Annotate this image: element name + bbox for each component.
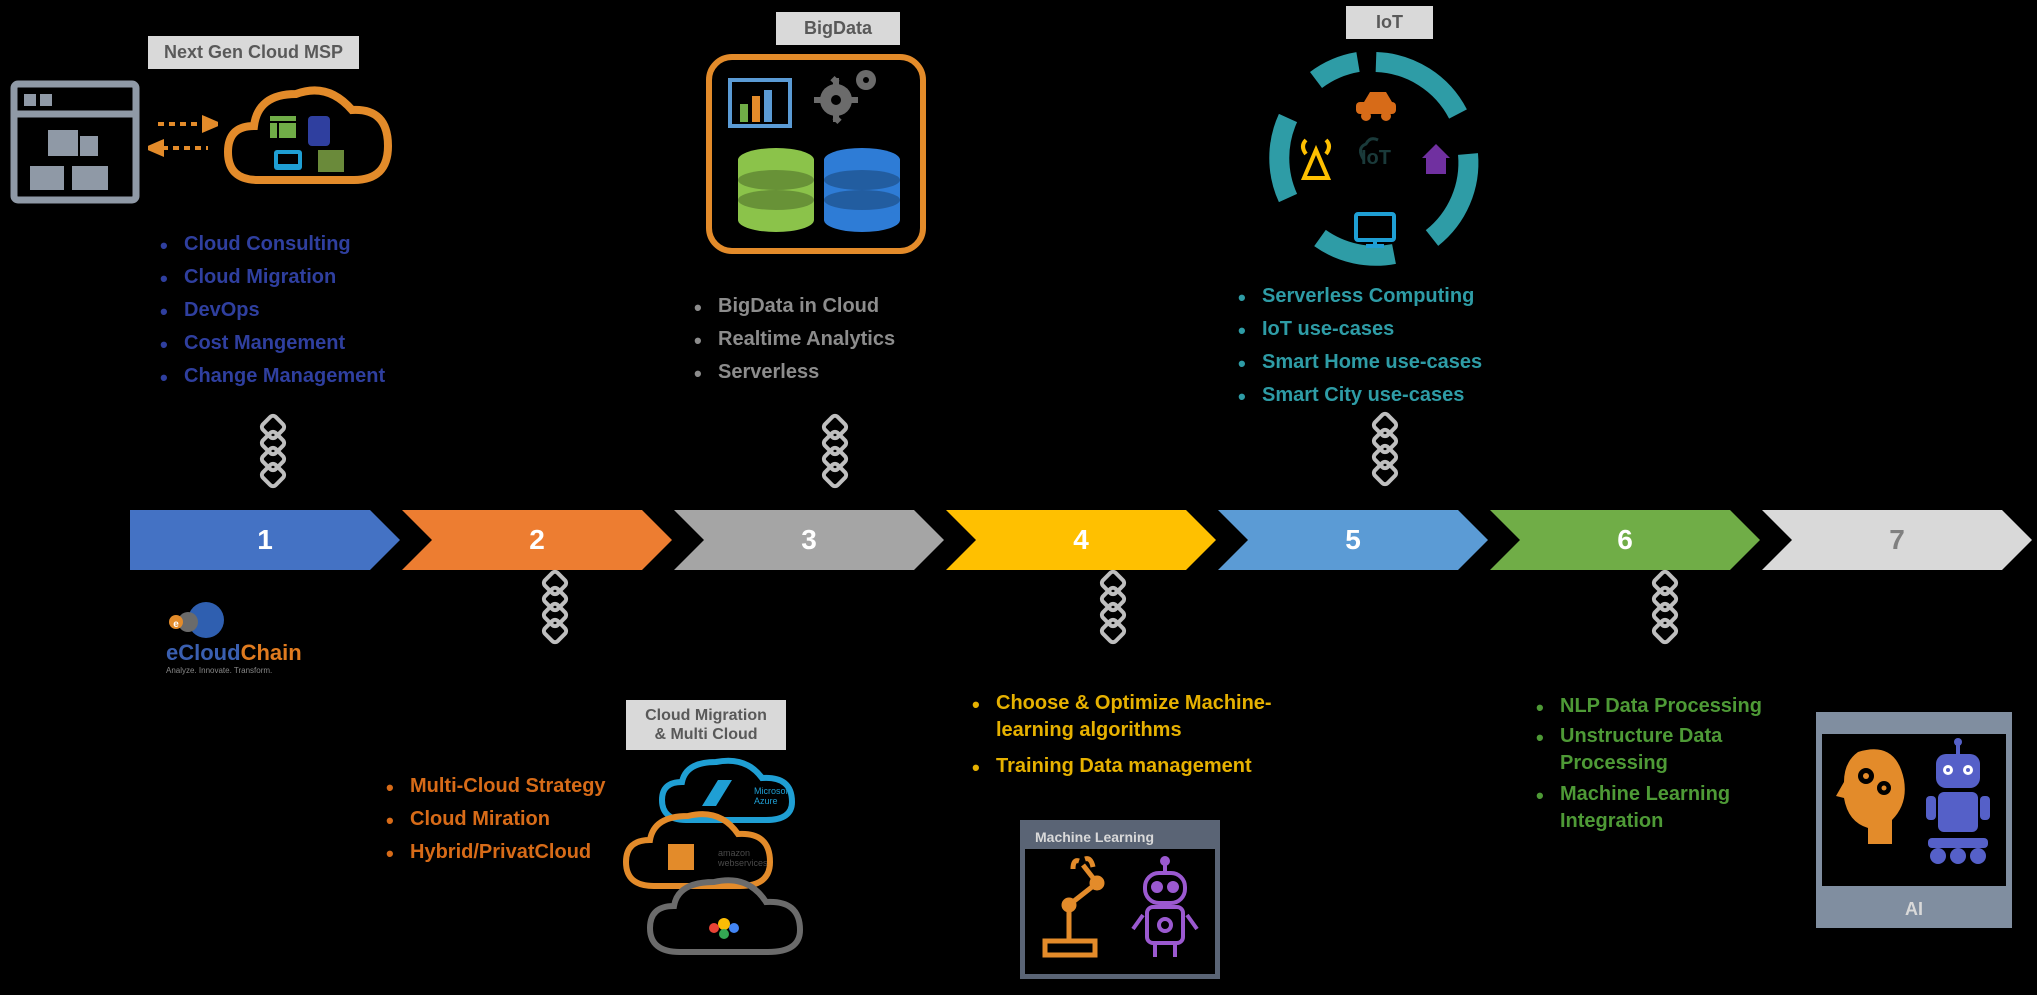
chain-connector bbox=[1098, 576, 1128, 638]
chevron-row: 1 2 3 4 5 6 7 bbox=[130, 510, 2034, 570]
datacenter-icon bbox=[10, 80, 140, 210]
chain-connector bbox=[258, 420, 288, 482]
step2-item: Hybrid/PrivatCloud bbox=[382, 836, 606, 869]
chain-connector bbox=[540, 576, 570, 638]
machine-learning-icon: Machine Learning bbox=[1020, 820, 1220, 979]
step1-bullets: Cloud Consulting Cloud Migration DevOps … bbox=[156, 228, 385, 393]
multicloud-icon: Microsoft Azure amazon webservices bbox=[606, 756, 826, 981]
step1-item: Change Management bbox=[156, 360, 385, 393]
step5-item: IoT use-cases bbox=[1234, 313, 1482, 346]
step5-item: Serverless Computing bbox=[1234, 280, 1482, 313]
chevron-7: 7 bbox=[1762, 510, 2032, 570]
chevron-6: 6 bbox=[1490, 510, 1760, 570]
step6-item: Machine Learning Integration bbox=[1532, 781, 1792, 835]
chain-connector bbox=[1370, 418, 1400, 480]
step4-bullets: Choose & Optimize Machine-learning algor… bbox=[968, 690, 1348, 783]
step6-bullets: NLP Data Processing Unstructure Data Pro… bbox=[1532, 690, 1792, 835]
step2-item: Cloud Miration bbox=[382, 803, 606, 836]
step4-label: Machine Learning bbox=[1025, 825, 1215, 849]
step1-item: Cost Mangement bbox=[156, 327, 385, 360]
svg-text:IoT: IoT bbox=[1361, 147, 1391, 169]
step2-label: Cloud Migration & Multi Cloud bbox=[626, 700, 786, 750]
step5-item: Smart Home use-cases bbox=[1234, 346, 1482, 379]
step6-item: NLP Data Processing bbox=[1532, 690, 1792, 723]
ai-icon: AI bbox=[1816, 712, 2012, 928]
step5-item: Smart City use-cases bbox=[1234, 379, 1482, 412]
chevron-2: 2 bbox=[402, 510, 672, 570]
step2-bullets: Multi-Cloud Strategy Cloud Miration Hybr… bbox=[382, 770, 606, 869]
step3-label: BigData bbox=[776, 12, 900, 45]
bigdata-icon: conftest bbox=[706, 54, 926, 254]
step3-item: Serverless bbox=[690, 356, 895, 389]
chevron-3: 3 bbox=[674, 510, 944, 570]
bidirectional-arrows-icon bbox=[148, 110, 218, 169]
iot-circle-icon: IoT bbox=[1256, 44, 1496, 279]
step5-bullets: Serverless Computing IoT use-cases Smart… bbox=[1234, 280, 1482, 412]
step4-item: Training Data management bbox=[968, 750, 1348, 783]
step1-label: Next Gen Cloud MSP bbox=[148, 36, 359, 69]
chevron-5: 5 bbox=[1218, 510, 1488, 570]
svg-text:amazon: amazon bbox=[718, 848, 750, 858]
step1-item: Cloud Migration bbox=[156, 261, 385, 294]
svg-text:Azure: Azure bbox=[754, 796, 778, 806]
step1-item: Cloud Consulting bbox=[156, 228, 385, 261]
ai-label: AI bbox=[1822, 899, 2006, 920]
svg-text:Microsoft: Microsoft bbox=[754, 786, 791, 796]
step3-item: Realtime Analytics bbox=[690, 323, 895, 356]
step3-bullets: BigData in Cloud Realtime Analytics Serv… bbox=[690, 290, 895, 389]
chevron-4: 4 bbox=[946, 510, 1216, 570]
chain-connector bbox=[820, 420, 850, 482]
svg-text:webservices: webservices bbox=[717, 858, 768, 868]
step2-item: Multi-Cloud Strategy bbox=[382, 770, 606, 803]
cloud-services-icon bbox=[218, 70, 398, 215]
chevron-1: 1 bbox=[130, 510, 400, 570]
step3-item: BigData in Cloud bbox=[690, 290, 895, 323]
step6-item: Unstructure Data Processing bbox=[1532, 723, 1792, 777]
chain-connector bbox=[1650, 576, 1680, 638]
step1-item: DevOps bbox=[156, 294, 385, 327]
ecloudchain-logo: e eCloudChain Analyze. Innovate. Transfo… bbox=[166, 600, 302, 675]
step4-item: Choose & Optimize Machine-learning algor… bbox=[968, 690, 1348, 744]
svg-text:e: e bbox=[173, 619, 179, 630]
step5-label: IoT bbox=[1346, 6, 1433, 39]
